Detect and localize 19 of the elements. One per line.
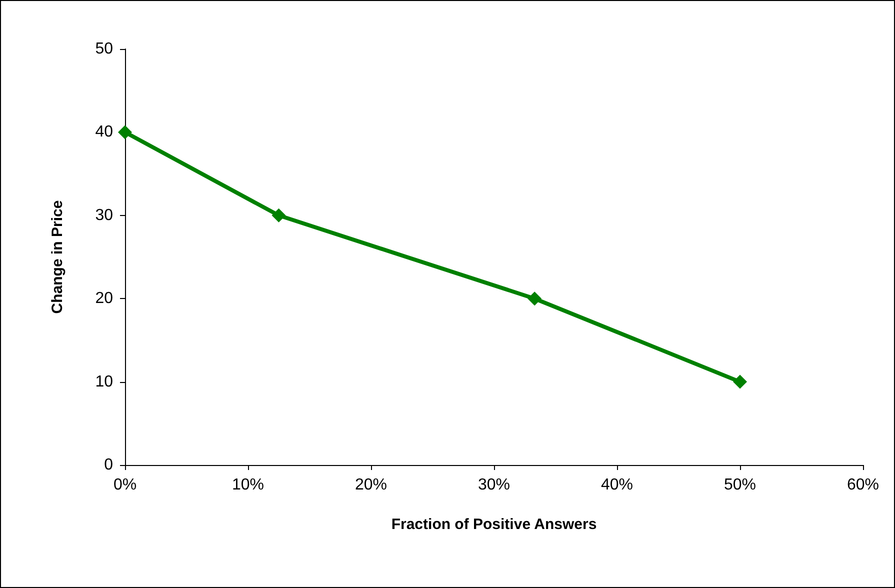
y-tick-label: 30 bbox=[95, 206, 114, 224]
point bbox=[272, 208, 286, 222]
x-tick-label: 50% bbox=[724, 476, 756, 494]
x-tick-label: 60% bbox=[846, 476, 880, 494]
y-tick-label: 50 bbox=[95, 40, 114, 58]
y-axis-title: Change in Price bbox=[49, 200, 66, 314]
x-tick-label: 0% bbox=[113, 476, 137, 494]
x-tick-label: 30% bbox=[478, 476, 510, 494]
point bbox=[528, 292, 542, 306]
x-tick-label: 40% bbox=[600, 476, 634, 494]
x-tick-label: 10% bbox=[232, 476, 264, 494]
x-tick-label: 20% bbox=[354, 476, 388, 494]
point bbox=[118, 125, 132, 140]
point bbox=[733, 374, 747, 389]
y-tick-label: 40 bbox=[95, 124, 114, 141]
y-tick-label: 20 bbox=[95, 290, 114, 308]
y-tick-label: 10 bbox=[95, 373, 114, 390]
x-axis-title: Fraction of Positive Answers bbox=[391, 516, 597, 533]
y-tick-label: 0 bbox=[104, 456, 114, 474]
